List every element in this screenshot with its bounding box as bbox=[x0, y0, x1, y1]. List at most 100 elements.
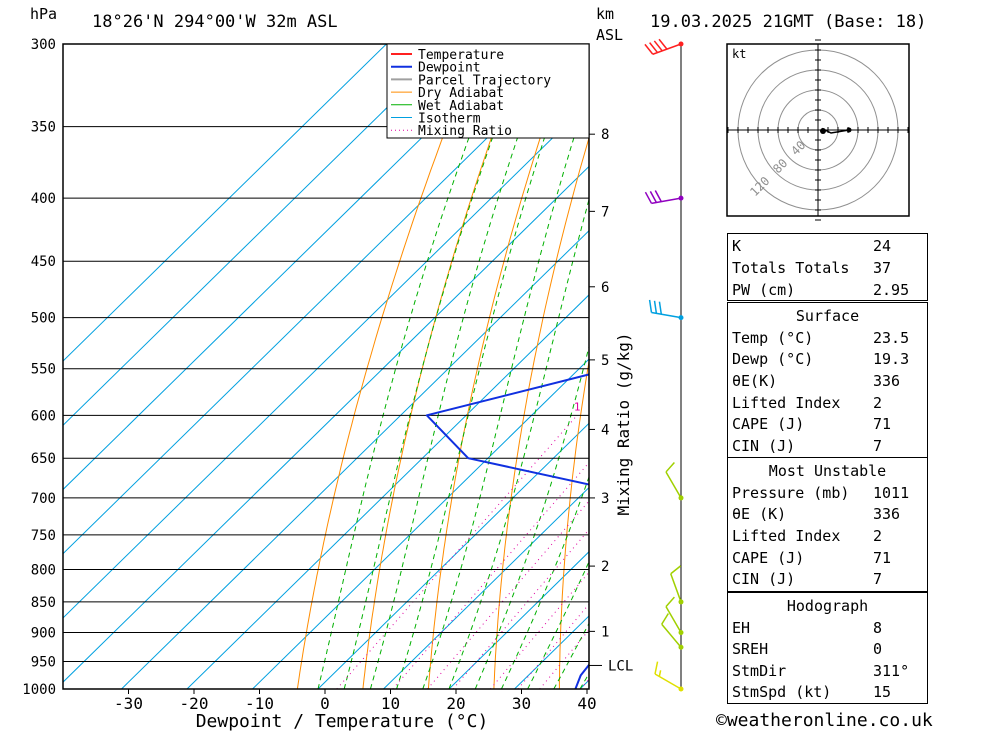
wind-level-dot bbox=[678, 599, 684, 605]
most-unstable-title: Most Unstable bbox=[768, 462, 887, 480]
isotherm-line bbox=[63, 44, 453, 426]
sreh-value: 0 bbox=[873, 640, 883, 658]
wind-barb-staff bbox=[665, 606, 682, 633]
pw-label: PW (cm) bbox=[732, 281, 796, 299]
pressure-tick-label: 850 bbox=[31, 595, 56, 611]
wind-barb-flag bbox=[670, 565, 682, 575]
wind-barb-staff bbox=[661, 623, 682, 648]
mu-cape-value: 71 bbox=[873, 549, 892, 567]
legend-box bbox=[386, 43, 590, 139]
isotherm-line bbox=[63, 165, 589, 683]
pressure-tick-label: 350 bbox=[31, 120, 56, 136]
mixing-ratio-line bbox=[392, 461, 589, 689]
wet-adiabat-line bbox=[422, 88, 589, 689]
pw-value: 2.95 bbox=[873, 281, 910, 299]
surface-thetae-label: θE(K) bbox=[732, 372, 778, 390]
pressure-tick-label: 600 bbox=[31, 408, 56, 424]
pressure-tick-label: 1000 bbox=[22, 682, 56, 698]
pressure-unit-label: hPa bbox=[30, 5, 58, 23]
hodograph-unit-label: kt bbox=[732, 47, 746, 61]
wind-level-dot bbox=[678, 195, 684, 201]
diagram-grid: 12346810152025 bbox=[63, 44, 589, 689]
mixing-ratio-line bbox=[490, 571, 589, 689]
km-tick-label: 6 bbox=[601, 280, 609, 296]
wind-barb-flag bbox=[649, 190, 658, 203]
mixing-ratio-label: 1 bbox=[574, 400, 581, 413]
pressure-tick-label: 400 bbox=[31, 191, 56, 207]
pressure-tick-label: 300 bbox=[31, 37, 56, 53]
km-tick-label: 8 bbox=[601, 127, 609, 143]
wind-profile bbox=[644, 38, 684, 692]
wind-barb-flag bbox=[665, 461, 675, 473]
mu-cape-label: CAPE (J) bbox=[732, 549, 805, 567]
totals-totals-label: Totals Totals bbox=[732, 259, 850, 277]
wind-level-dot bbox=[678, 41, 684, 47]
stmdir-label: StmDir bbox=[732, 662, 787, 680]
mu-cin-value: 7 bbox=[873, 570, 883, 588]
hodograph-panel: Hodograph EH 8 SREH 0 StmDir 311° StmSpd… bbox=[727, 592, 928, 704]
wet-adiabat-line bbox=[527, 560, 589, 689]
mu-li-label: Lifted Index bbox=[732, 527, 841, 545]
lcl-label: LCL bbox=[608, 658, 633, 674]
wind-barb-flag bbox=[644, 43, 654, 55]
plot-frame bbox=[62, 43, 590, 690]
wind-barb-flag bbox=[665, 596, 675, 608]
surface-cin-value: 7 bbox=[873, 437, 883, 455]
wind-barb-flag bbox=[653, 40, 663, 52]
surface-cape-value: 71 bbox=[873, 415, 892, 433]
wind-level-dot bbox=[678, 644, 684, 650]
legend-entry: Dry Adiabat bbox=[418, 86, 504, 101]
dry-adiabat-line bbox=[558, 358, 589, 689]
location-title: 18°26'N 294°00'W 32m ASL bbox=[92, 12, 338, 32]
wind-barb-flag bbox=[654, 661, 659, 675]
temp-tick-label: 40 bbox=[577, 694, 596, 713]
wet-adiabat-line bbox=[500, 475, 589, 689]
diagram-axes: 3003504004505005506006507007508008509009… bbox=[22, 37, 633, 732]
surface-cin-label: CIN (J) bbox=[732, 437, 796, 455]
km-tick-label: 1 bbox=[601, 624, 609, 640]
wind-barb-flag bbox=[658, 38, 668, 50]
wet-adiabat-line bbox=[343, 44, 527, 689]
surface-panel: Surface Temp (°C) 23.5 Dewp (°C) 19.3 θE… bbox=[727, 302, 928, 458]
copyright-link[interactable]: ©weatheronline.co.uk bbox=[716, 710, 933, 731]
surface-thetae-value: 336 bbox=[873, 372, 901, 390]
legend-entry: Isotherm bbox=[418, 112, 481, 127]
wind-barb-staff bbox=[665, 471, 682, 499]
legend-entry: Dewpoint bbox=[418, 61, 481, 76]
wind-level-dot bbox=[678, 686, 684, 692]
hodograph-title: Hodograph bbox=[786, 597, 869, 615]
surface-temp-value: 23.5 bbox=[873, 329, 910, 347]
isotherm-line bbox=[383, 486, 589, 689]
wind-barb-flag bbox=[654, 190, 662, 202]
mu-cin-label: CIN (J) bbox=[732, 570, 796, 588]
hodograph-storm-marker bbox=[820, 128, 826, 134]
datetime-title: 19.03.2025 21GMT (Base: 18) bbox=[650, 12, 927, 32]
wind-barb-staff bbox=[670, 573, 682, 603]
km-unit-label: km bbox=[596, 5, 615, 23]
pressure-tick-label: 750 bbox=[31, 528, 56, 544]
temp-tick-label: 0 bbox=[320, 694, 330, 713]
asl-unit-label: ASL bbox=[596, 26, 624, 44]
isotherm-line bbox=[252, 358, 589, 689]
wet-adiabat-line bbox=[448, 197, 589, 689]
x-axis-label: Dewpoint / Temperature (°C) bbox=[196, 711, 489, 732]
temp-tick-label: -30 bbox=[114, 694, 143, 713]
km-tick-label: 7 bbox=[601, 204, 609, 220]
km-tick-label: 2 bbox=[601, 559, 609, 575]
temp-tick-label: -10 bbox=[245, 694, 274, 713]
legend-entry: Parcel Trajectory bbox=[418, 73, 551, 88]
eh-value: 8 bbox=[873, 619, 883, 637]
wind-barb-flag bbox=[661, 613, 669, 625]
surface-title: Surface bbox=[795, 307, 860, 325]
stmspd-value: 15 bbox=[873, 683, 892, 701]
mu-thetae-value: 336 bbox=[873, 505, 901, 523]
wind-barb-flag bbox=[649, 42, 659, 54]
surface-li-value: 2 bbox=[873, 394, 883, 412]
temp-tick-label: 10 bbox=[381, 694, 400, 713]
pressure-tick-label: 950 bbox=[31, 655, 56, 671]
isotherm-line bbox=[448, 551, 589, 689]
stmdir-value: 311° bbox=[873, 662, 910, 680]
